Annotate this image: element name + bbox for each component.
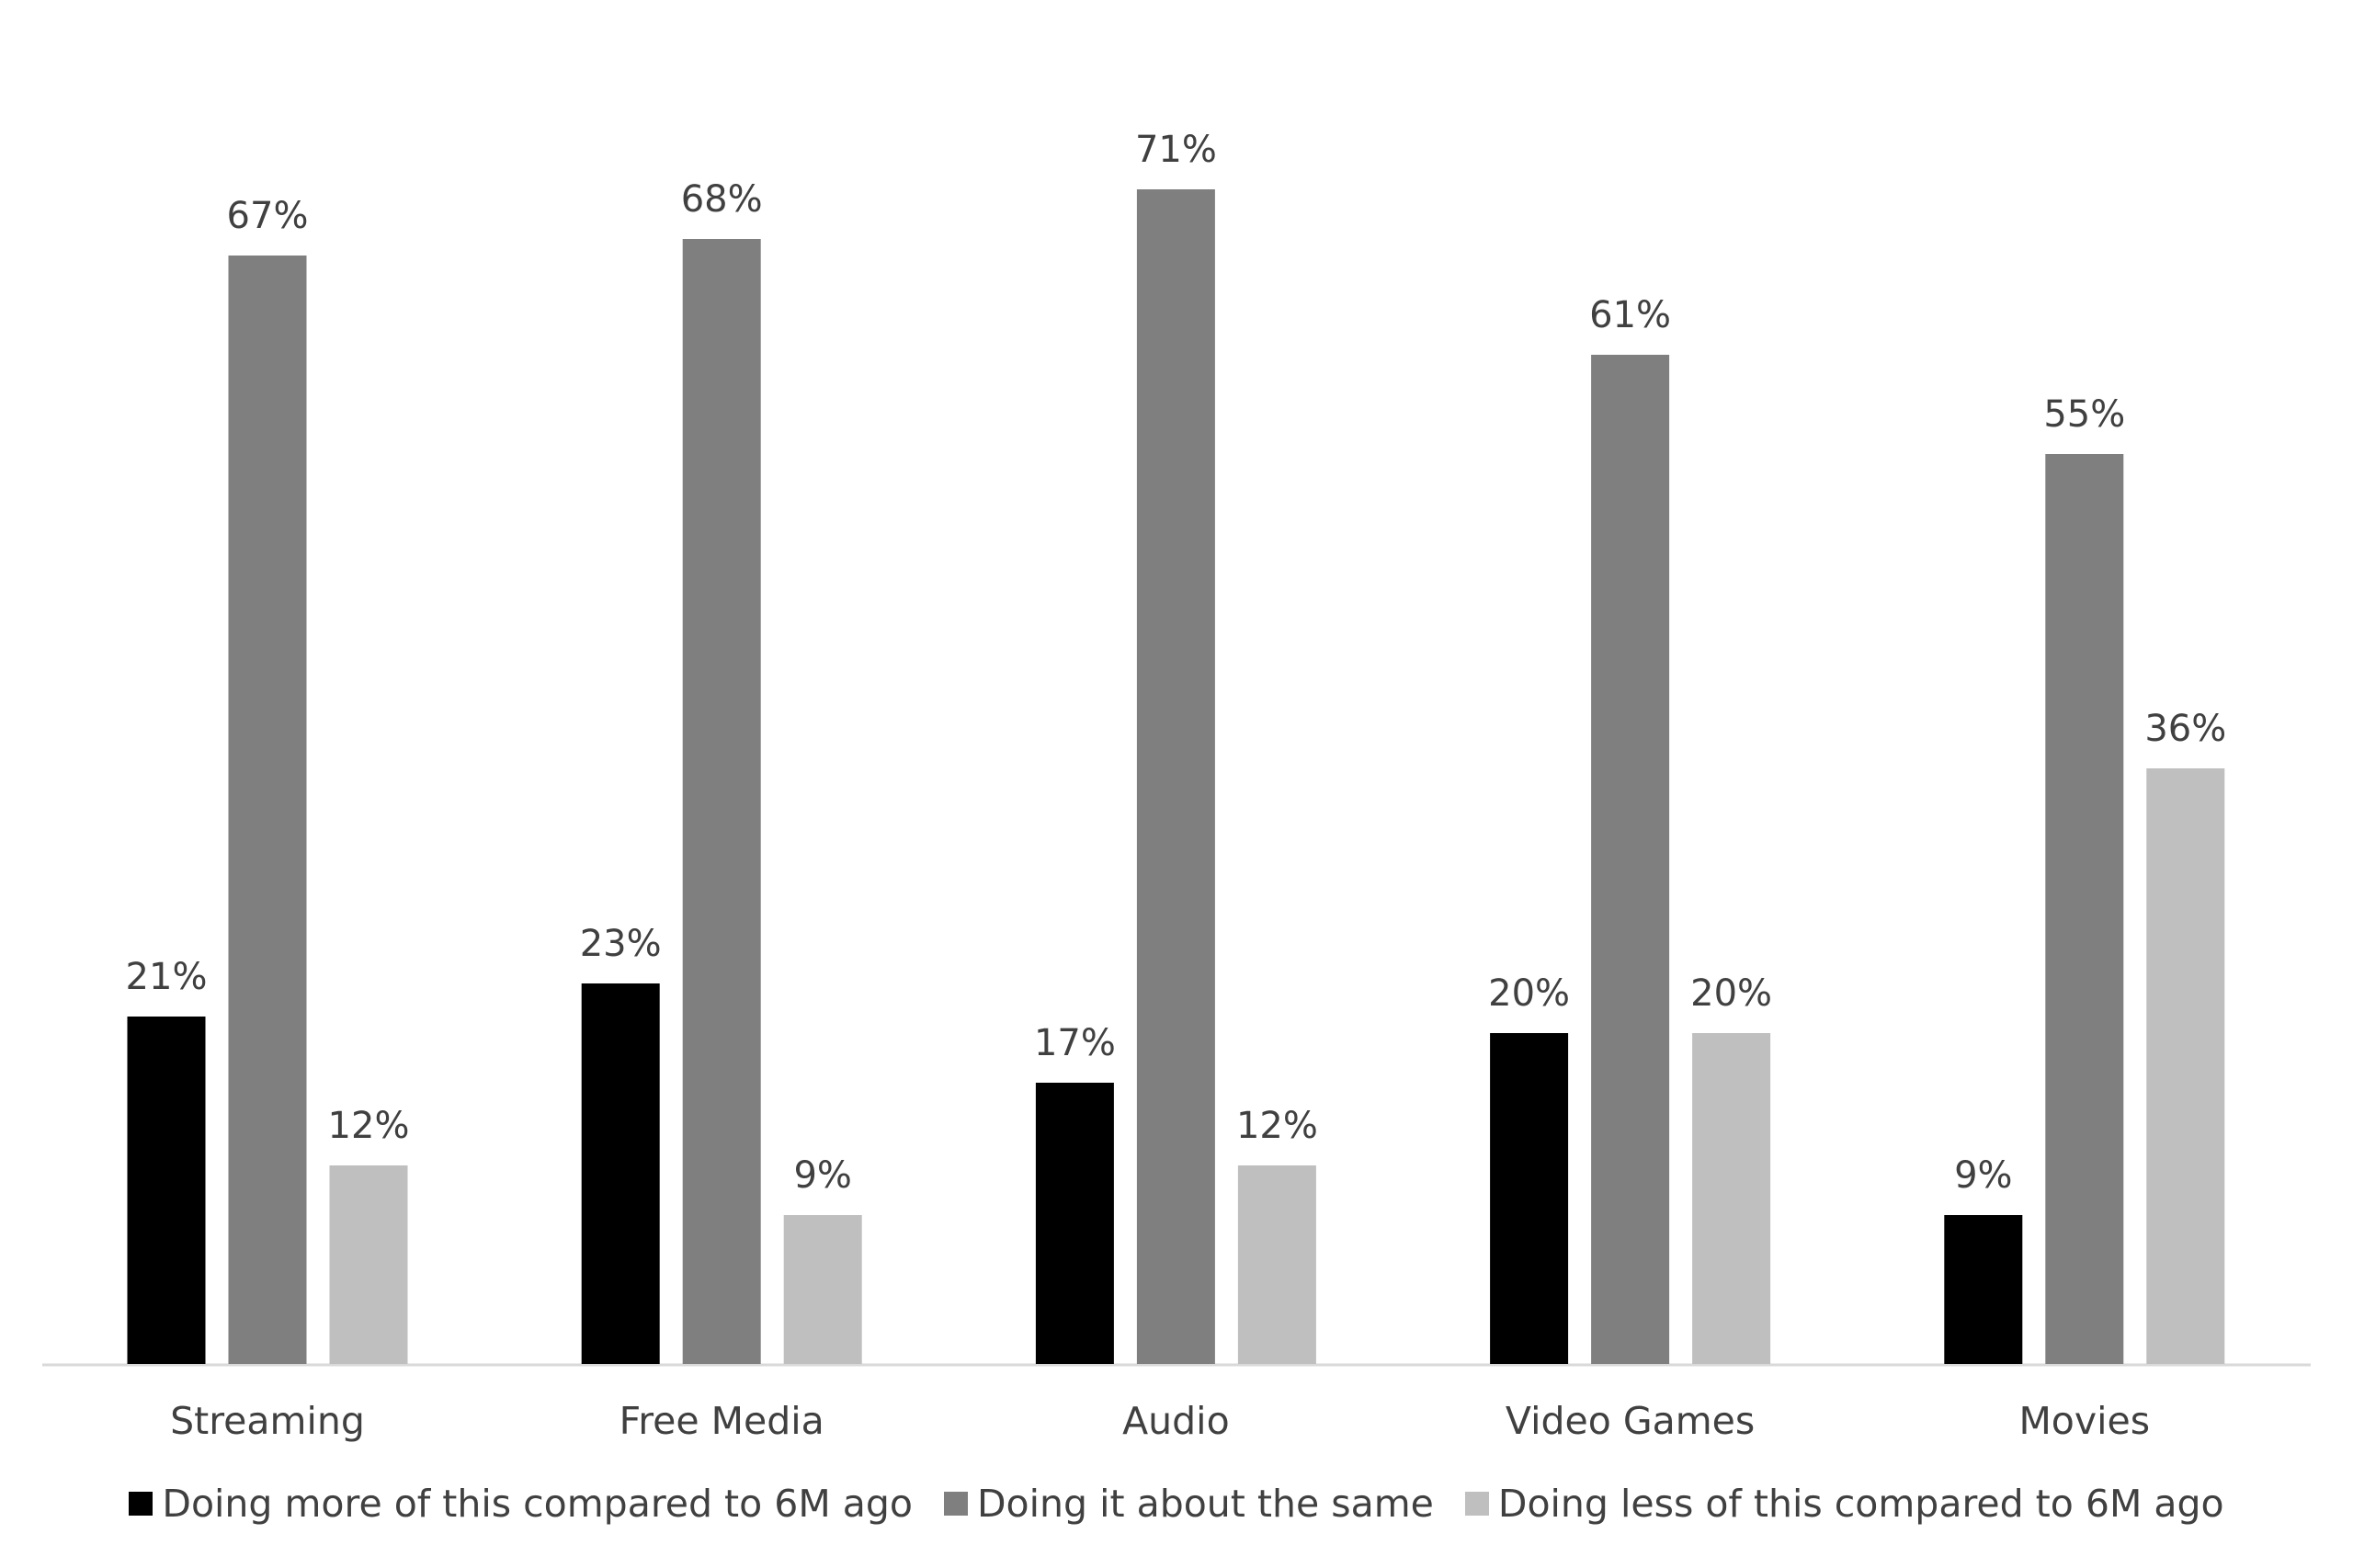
x-tick-label: Video Games <box>1506 1399 1755 1443</box>
bar <box>1035 1083 1114 1364</box>
bar <box>2045 454 2124 1364</box>
bar <box>228 256 307 1364</box>
data-label: 9% <box>1954 1154 2012 1197</box>
x-tick-label: Audio <box>1122 1399 1230 1443</box>
data-label: 20% <box>1488 972 1570 1015</box>
bar <box>1692 1033 1771 1364</box>
bar <box>1591 355 1670 1364</box>
data-label: 12% <box>328 1105 410 1147</box>
legend-swatch <box>129 1492 153 1516</box>
data-label: 21% <box>126 956 208 998</box>
bar <box>682 239 761 1364</box>
x-tick-label: Movies <box>2018 1399 2150 1443</box>
legend-swatch <box>1464 1492 1489 1516</box>
bar <box>1490 1033 1569 1364</box>
x-tick-label: Streaming <box>170 1399 365 1443</box>
data-label: 61% <box>1589 294 1671 336</box>
data-label: 67% <box>227 195 309 237</box>
chart: Streaming 21% 67% 12% Free Media 23% 68% 9% Audi… <box>42 129 2311 1443</box>
legend-entry: Doing more of this compared to 6M ago <box>129 1482 913 1526</box>
data-label: 17% <box>1034 1022 1116 1064</box>
legend-entry: Doing less of this compared to 6M ago <box>1464 1482 2224 1526</box>
legend-swatch <box>943 1492 968 1516</box>
data-label: 20% <box>1690 972 1772 1015</box>
legend-label: Doing it about the same <box>976 1482 1434 1526</box>
legend-entry: Doing it about the same <box>943 1482 1434 1526</box>
bar <box>1237 1165 1316 1364</box>
bar <box>329 1165 408 1364</box>
legend: Doing more of this compared to 6M ago Doi… <box>0 1482 2353 1526</box>
data-label: 36% <box>2144 708 2226 750</box>
x-tick-label: Free Media <box>620 1399 824 1443</box>
bar <box>2146 768 2225 1364</box>
data-label: 9% <box>793 1154 851 1197</box>
data-label: 71% <box>1135 129 1217 171</box>
data-label: 23% <box>580 923 662 965</box>
bar <box>783 1215 862 1364</box>
data-label: 12% <box>1236 1105 1318 1147</box>
legend-label: Doing less of this compared to 6M ago <box>1497 1482 2224 1526</box>
bar <box>127 1017 206 1364</box>
bar <box>1136 189 1215 1364</box>
data-label: 55% <box>2043 393 2125 436</box>
bar <box>581 983 660 1364</box>
bar <box>1944 1215 2023 1364</box>
legend-label: Doing more of this compared to 6M ago <box>162 1482 913 1526</box>
data-label: 68% <box>681 178 763 221</box>
